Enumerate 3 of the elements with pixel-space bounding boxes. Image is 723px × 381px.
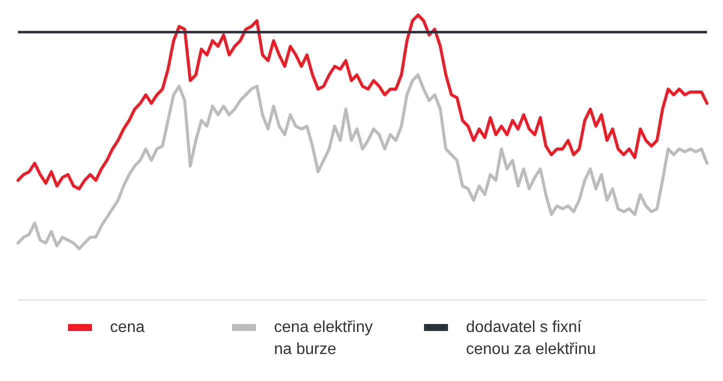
legend-label: dodavatel s fixní cenou za elektřinu	[466, 319, 596, 358]
legend-label: cena	[110, 319, 145, 336]
legend-label: cena elektřiny na burze	[274, 319, 373, 358]
